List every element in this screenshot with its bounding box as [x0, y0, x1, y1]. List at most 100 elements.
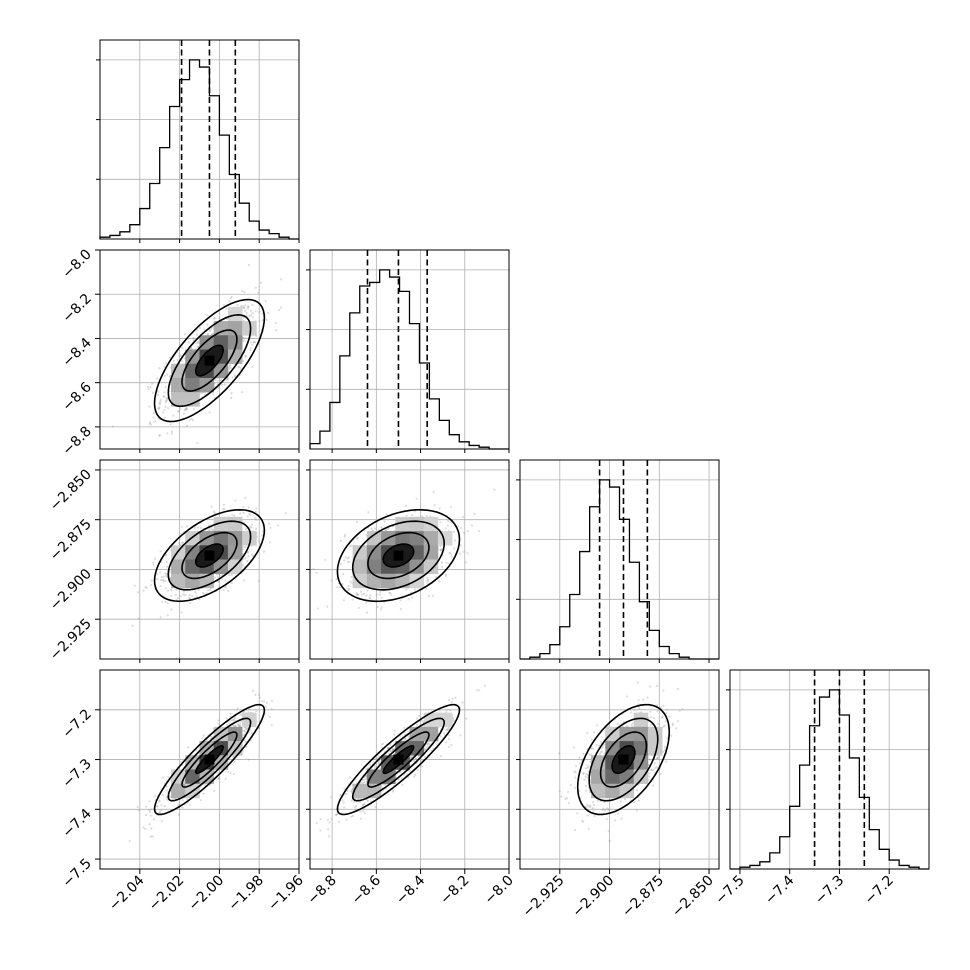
sample-point [263, 550, 266, 553]
sample-point [420, 765, 424, 768]
sample-point [416, 768, 419, 771]
sample-point [211, 333, 214, 336]
sample-point [380, 743, 383, 746]
sample-point [638, 708, 641, 711]
sample-point [243, 579, 246, 582]
sample-point [144, 585, 147, 589]
sample-point [439, 545, 442, 548]
sample-point [466, 552, 469, 555]
sample-point [426, 579, 429, 583]
sample-point [405, 514, 408, 517]
sample-point [393, 733, 396, 736]
sample-point [149, 423, 152, 426]
sample-point [158, 800, 161, 803]
sample-point [158, 402, 162, 405]
sample-point [330, 796, 333, 799]
sample-point [181, 346, 184, 350]
sample-point [153, 818, 156, 821]
sample-point [493, 488, 496, 491]
sample-point [362, 803, 365, 806]
sample-point [439, 521, 442, 524]
sample-point [407, 776, 410, 779]
sample-point [380, 606, 383, 609]
sample-point [153, 420, 156, 423]
density-cell [227, 516, 243, 532]
sample-point [206, 332, 209, 335]
sample-point [188, 596, 191, 599]
sample-point [450, 701, 453, 704]
sample-point [415, 497, 418, 500]
sample-point [131, 624, 134, 627]
sample-point [242, 734, 246, 737]
density-cell [213, 321, 229, 336]
sample-point [383, 601, 386, 604]
sample-point [382, 742, 385, 745]
sample-point [236, 707, 239, 710]
sample-point [201, 737, 204, 740]
sample-point [356, 593, 359, 596]
sample-point [383, 520, 386, 523]
sample-point [237, 723, 240, 727]
sample-point [250, 553, 254, 556]
sample-point [426, 576, 429, 580]
sample-point [254, 527, 258, 531]
sample-point [200, 526, 203, 530]
sample-point [231, 514, 234, 517]
sample-point [428, 742, 431, 746]
sample-point [222, 588, 225, 592]
sample-point [261, 534, 264, 537]
contour-line [181, 531, 238, 580]
sample-point [648, 775, 651, 778]
sample-point [166, 565, 169, 568]
density-cell [171, 363, 186, 379]
sample-point [210, 528, 213, 531]
sample-point [361, 593, 364, 596]
histogram-steps-1 [309, 269, 509, 450]
density-cell [409, 741, 425, 756]
sample-point [175, 588, 178, 591]
sample-point [312, 568, 315, 571]
panel-frame [309, 249, 510, 450]
sample-point [319, 818, 322, 821]
sample-point [145, 805, 148, 808]
sample-point [350, 790, 353, 793]
sample-point [445, 574, 448, 577]
sample-point [339, 562, 342, 566]
sample-point [366, 589, 369, 592]
sample-point [343, 535, 346, 538]
sample-point [439, 548, 443, 551]
sample-point [445, 729, 448, 732]
sample-point [268, 715, 271, 719]
sample-point [379, 591, 382, 594]
sample-point [355, 593, 358, 596]
sample-point [230, 719, 233, 722]
sample-point [224, 777, 227, 780]
sample-point [210, 327, 213, 330]
sample-point [217, 580, 220, 583]
sample-point [452, 719, 455, 722]
sample-point [151, 391, 154, 394]
sample-point [343, 533, 346, 537]
sample-point [341, 573, 345, 576]
sample-point [162, 579, 165, 582]
sample-point [654, 767, 657, 770]
sample-point [167, 776, 170, 779]
sample-point [403, 774, 406, 777]
histogram-steps-3 [730, 689, 929, 870]
sample-point [243, 729, 246, 732]
contour-line [367, 731, 430, 788]
sample-point [165, 399, 168, 402]
sample-point [413, 775, 416, 778]
sample-point [365, 594, 368, 597]
sample-point [363, 812, 366, 815]
sample-point [230, 396, 233, 400]
density-cell [366, 531, 382, 546]
panel-frame [309, 459, 510, 660]
sample-point [637, 706, 640, 709]
sample-point [163, 579, 167, 583]
sample-point [369, 597, 372, 600]
sample-point [438, 580, 441, 583]
sample-point [196, 329, 199, 332]
panel-frame [99, 459, 300, 660]
sample-point [346, 561, 350, 564]
